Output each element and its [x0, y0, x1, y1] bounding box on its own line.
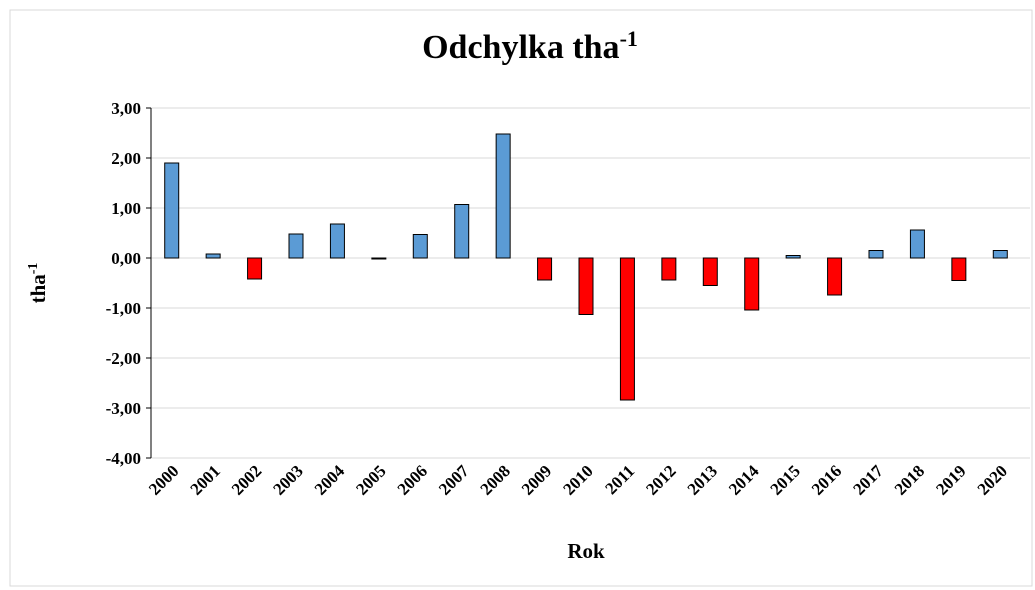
y-tick-label: 3,00: [111, 99, 141, 118]
chart-border: [9, 9, 1033, 587]
bar: [537, 257, 553, 281]
bar: [454, 204, 470, 259]
y-tick-label: 1,00: [111, 199, 141, 218]
bar: [247, 257, 263, 280]
bar: [992, 250, 1008, 259]
y-tick-label: 0,00: [111, 249, 141, 268]
x-axis-label: Rok: [567, 539, 605, 563]
bar: [164, 162, 180, 259]
bar: [744, 257, 760, 311]
y-axis-label: tha-1: [26, 263, 50, 304]
y-tick-label: -1,00: [106, 299, 141, 318]
bar: [702, 257, 718, 286]
bar: [909, 229, 925, 259]
title-text: Odchylka tha: [422, 29, 619, 66]
bar: [329, 223, 345, 259]
y-tick-label: 2,00: [111, 149, 141, 168]
y-tick-label: -4,00: [106, 449, 141, 468]
title-superscript: -1: [620, 26, 638, 51]
bar: [371, 257, 387, 260]
bar: [661, 257, 677, 281]
y-tick-label: -3,00: [106, 399, 141, 418]
y-label-superscript: -1: [26, 263, 41, 275]
bar: [827, 257, 843, 296]
bar: [619, 257, 635, 401]
bar: [495, 133, 511, 259]
chart-title: Odchylka tha-1: [422, 26, 638, 66]
y-tick-label: -2,00: [106, 349, 141, 368]
bar: [868, 250, 884, 259]
bar: [412, 234, 428, 259]
bar: [205, 253, 221, 259]
bar: [785, 255, 801, 259]
bar: [578, 257, 594, 315]
bar: [951, 257, 967, 281]
y-label-text: tha: [26, 274, 50, 304]
bar: [288, 233, 304, 259]
